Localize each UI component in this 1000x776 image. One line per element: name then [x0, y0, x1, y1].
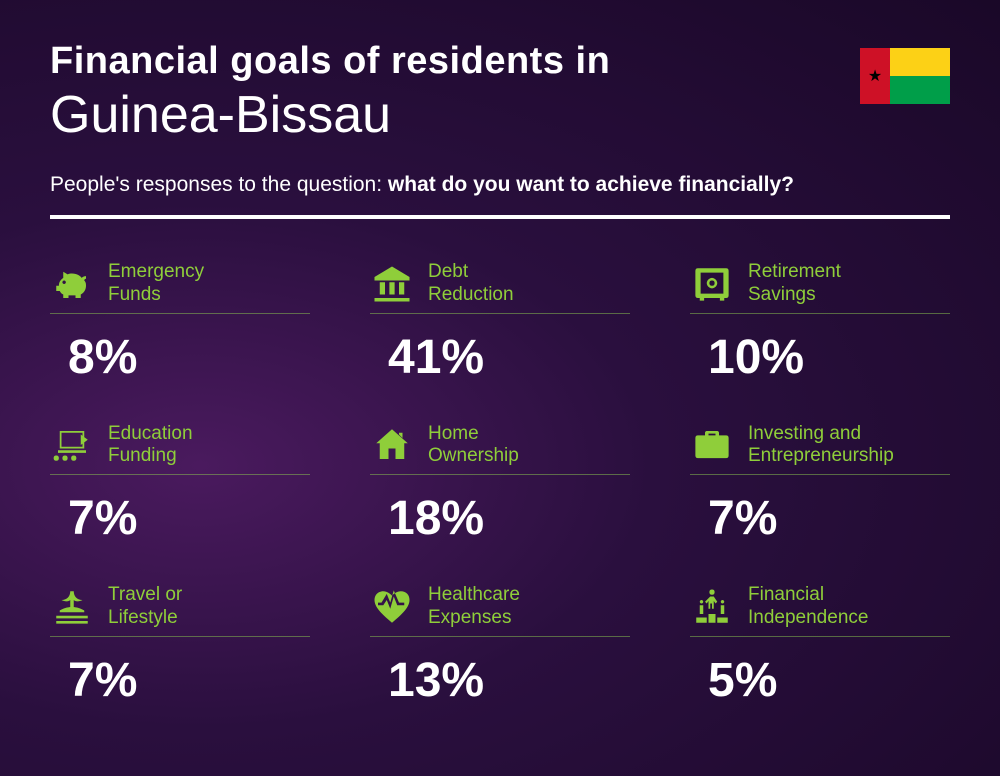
- stat-value: 8%: [68, 330, 310, 385]
- stat-header: RetirementSavings: [690, 261, 950, 314]
- stat-education-funding: EducationFunding 7%: [50, 423, 310, 547]
- title-line1: Financial goals of residents in: [50, 40, 950, 83]
- flag-star-icon: ★: [868, 66, 882, 86]
- education-icon: [50, 423, 94, 467]
- flag-icon: ★: [860, 48, 950, 104]
- stat-header: HomeOwnership: [370, 423, 630, 476]
- stat-value: 13%: [388, 653, 630, 708]
- stat-label: Investing andEntrepreneurship: [748, 423, 894, 469]
- stat-header: EmergencyFunds: [50, 261, 310, 314]
- title-line2: Guinea-Bissau: [50, 85, 950, 145]
- stat-header: EducationFunding: [50, 423, 310, 476]
- divider: [50, 215, 950, 219]
- stat-debt-reduction: DebtReduction 41%: [370, 261, 630, 385]
- stat-label: EducationFunding: [108, 423, 193, 469]
- safe-icon: [690, 262, 734, 306]
- health-icon: [370, 585, 414, 629]
- flag-bottom-stripe: [890, 76, 950, 104]
- briefcase-icon: [690, 423, 734, 467]
- stat-label: Travel orLifestyle: [108, 584, 182, 630]
- stat-value: 18%: [388, 491, 630, 546]
- stat-header: HealthcareExpenses: [370, 584, 630, 637]
- stat-value: 5%: [708, 653, 950, 708]
- stat-label: FinancialIndependence: [748, 584, 868, 630]
- stat-financial-independence: FinancialIndependence 5%: [690, 584, 950, 708]
- stat-label: DebtReduction: [428, 261, 514, 307]
- home-icon: [370, 423, 414, 467]
- stat-emergency-funds: EmergencyFunds 8%: [50, 261, 310, 385]
- stat-healthcare: HealthcareExpenses 13%: [370, 584, 630, 708]
- stat-home-ownership: HomeOwnership 18%: [370, 423, 630, 547]
- bank-icon: [370, 262, 414, 306]
- subtitle-prefix: People's responses to the question:: [50, 173, 388, 196]
- stat-investing: Investing andEntrepreneurship 7%: [690, 423, 950, 547]
- flag-top-stripe: [890, 48, 950, 76]
- stat-travel-lifestyle: Travel orLifestyle 7%: [50, 584, 310, 708]
- stats-grid: EmergencyFunds 8% DebtReduction 41% Reti…: [50, 261, 950, 708]
- stat-label: EmergencyFunds: [108, 261, 204, 307]
- stat-retirement-savings: RetirementSavings 10%: [690, 261, 950, 385]
- stat-label: HealthcareExpenses: [428, 584, 520, 630]
- flag-left-stripe: ★: [860, 48, 890, 104]
- subtitle: People's responses to the question: what…: [50, 173, 950, 197]
- stat-value: 7%: [68, 653, 310, 708]
- stat-value: 41%: [388, 330, 630, 385]
- stat-value: 10%: [708, 330, 950, 385]
- stat-label: HomeOwnership: [428, 423, 519, 469]
- stat-header: Investing andEntrepreneurship: [690, 423, 950, 476]
- travel-icon: [50, 585, 94, 629]
- stat-header: FinancialIndependence: [690, 584, 950, 637]
- stat-label: RetirementSavings: [748, 261, 841, 307]
- piggy-icon: [50, 262, 94, 306]
- flag-right-stripes: [890, 48, 950, 104]
- header: Financial goals of residents in Guinea-B…: [50, 40, 950, 145]
- subtitle-question: what do you want to achieve financially?: [388, 173, 794, 196]
- stat-header: Travel orLifestyle: [50, 584, 310, 637]
- stat-header: DebtReduction: [370, 261, 630, 314]
- independence-icon: [690, 585, 734, 629]
- stat-value: 7%: [708, 491, 950, 546]
- stat-value: 7%: [68, 491, 310, 546]
